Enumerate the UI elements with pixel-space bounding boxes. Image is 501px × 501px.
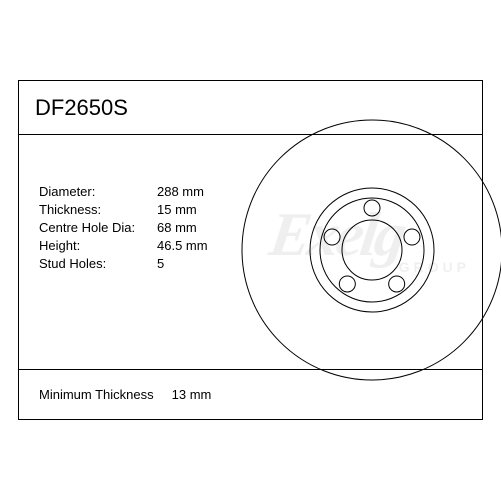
spec-label: Centre Hole Dia: <box>39 219 157 237</box>
spec-sheet-frame: DF2650S Diameter: 288 mm Thickness: 15 m… <box>18 80 483 420</box>
spec-label: Thickness: <box>39 201 157 219</box>
content-area: Diameter: 288 mm Thickness: 15 mm Centre… <box>19 135 482 369</box>
spec-value: 288 mm <box>157 183 204 201</box>
spec-row: Stud Holes: 5 <box>39 255 208 273</box>
spec-label: Height: <box>39 237 157 255</box>
spec-value: 5 <box>157 255 164 273</box>
spec-label: Stud Holes: <box>39 255 157 273</box>
brake-disc-diagram <box>227 105 501 395</box>
min-thickness-label: Minimum Thickness <box>39 387 154 402</box>
spec-row: Thickness: 15 mm <box>39 201 208 219</box>
spec-value: 46.5 mm <box>157 237 208 255</box>
min-thickness-value: 13 mm <box>172 387 212 402</box>
part-number: DF2650S <box>35 95 128 121</box>
spec-value: 15 mm <box>157 201 197 219</box>
spec-row: Diameter: 288 mm <box>39 183 208 201</box>
spec-row: Centre Hole Dia: 68 mm <box>39 219 208 237</box>
spec-row: Height: 46.5 mm <box>39 237 208 255</box>
spec-value: 68 mm <box>157 219 197 237</box>
spec-table: Diameter: 288 mm Thickness: 15 mm Centre… <box>39 183 208 273</box>
spec-label: Diameter: <box>39 183 157 201</box>
